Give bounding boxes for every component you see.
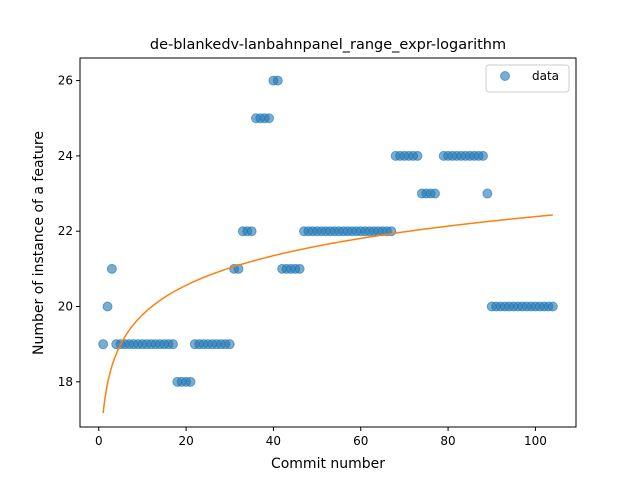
data-point	[98, 339, 109, 350]
y-tick-label: 24	[58, 149, 73, 163]
plot-area	[98, 75, 558, 414]
data-point	[478, 150, 488, 161]
data-point	[272, 75, 283, 86]
x-tick-label: 40	[266, 434, 281, 448]
y-tick-label: 20	[58, 300, 73, 314]
fit-line	[102, 214, 553, 414]
x-axis: 0 20 40 60 80 100	[95, 427, 547, 448]
axes-frame	[79, 57, 577, 428]
x-tick-label: 20	[178, 434, 193, 448]
data-point	[106, 263, 117, 274]
chart-title: de-blankedv-lanbahnpanel_range_expr-loga…	[150, 37, 506, 53]
data-point	[168, 339, 178, 350]
data-point	[547, 301, 558, 312]
legend-label-data: data	[532, 69, 559, 83]
x-tick-label: 100	[524, 434, 547, 448]
data-point	[294, 263, 305, 274]
data-point	[102, 301, 113, 312]
data-point	[224, 339, 235, 350]
y-tick-label: 18	[58, 375, 73, 389]
data-point	[246, 226, 257, 237]
data-point	[264, 113, 275, 124]
data-point	[412, 150, 423, 161]
x-tick-label: 60	[353, 434, 368, 448]
x-axis-label: Commit number	[271, 456, 385, 472]
x-tick-label: 0	[95, 434, 103, 448]
legend-marker-data	[500, 71, 510, 81]
y-axis: 18 20 22 24 26	[58, 74, 80, 389]
data-point	[185, 376, 196, 387]
data-point	[429, 188, 440, 199]
y-axis-label: Number of instance of a feature	[31, 131, 47, 355]
x-tick-label: 80	[440, 434, 455, 448]
y-tick-label: 22	[58, 224, 73, 238]
legend: data	[485, 64, 570, 93]
data-point	[482, 188, 493, 199]
y-tick-label: 26	[58, 74, 73, 88]
